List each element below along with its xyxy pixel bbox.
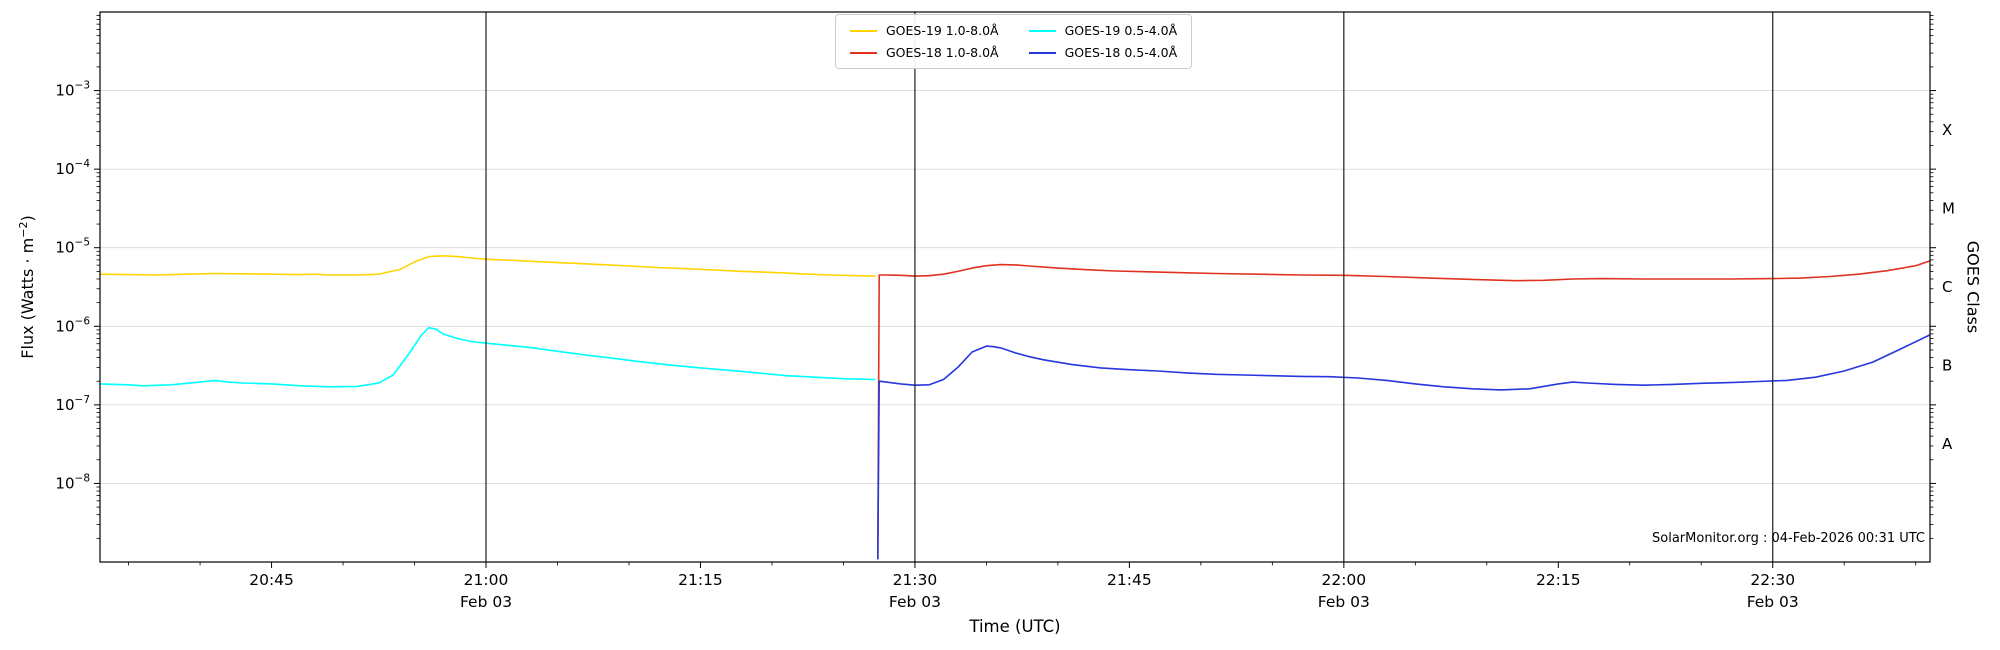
goes19-short-swatch-icon bbox=[1028, 29, 1056, 32]
axis-ticks bbox=[94, 15, 1936, 568]
svg-text:10−3: 10−3 bbox=[55, 80, 90, 100]
legend-item-goes18-short: GOES-18 0.5-4.0Å bbox=[1028, 45, 1178, 60]
goes18-short-swatch-icon bbox=[1028, 51, 1056, 54]
svg-text:10−6: 10−6 bbox=[55, 315, 90, 335]
legend-label: GOES-18 0.5-4.0Å bbox=[1064, 45, 1178, 60]
legend: GOES-19 1.0-8.0Å GOES-18 1.0-8.0Å GOES-1… bbox=[835, 14, 1193, 69]
svg-text:B: B bbox=[1942, 357, 1952, 375]
time-axis-title: Time (UTC) bbox=[969, 617, 1061, 636]
plot-frame bbox=[99, 11, 1931, 563]
svg-text:Feb 03: Feb 03 bbox=[1318, 593, 1370, 611]
svg-text:Feb 03: Feb 03 bbox=[1747, 593, 1799, 611]
svg-text:22:30: 22:30 bbox=[1750, 571, 1795, 589]
svg-text:21:15: 21:15 bbox=[678, 571, 723, 589]
svg-text:Feb 03: Feb 03 bbox=[889, 593, 941, 611]
svg-text:A: A bbox=[1942, 435, 1953, 453]
flux-axis-title-pre: Flux (Watts · m bbox=[18, 237, 38, 359]
legend-label: GOES-18 1.0-8.0Å bbox=[886, 45, 999, 60]
date-divider-lines bbox=[485, 12, 1774, 562]
legend-item-goes19-long: GOES-19 1.0-8.0Å bbox=[850, 23, 999, 38]
svg-text:22:00: 22:00 bbox=[1321, 571, 1366, 589]
svg-text:22:15: 22:15 bbox=[1536, 571, 1581, 589]
series-lines bbox=[100, 255, 1930, 560]
goes19-long-swatch-icon bbox=[850, 29, 877, 32]
axis-tick-labels: 10−3 10−4 10−5 10−6 10−7 10−8 20:45 21:00 Feb 03… bbox=[55, 80, 1955, 611]
svg-text:X: X bbox=[1942, 121, 1952, 139]
goes18-long-swatch-icon bbox=[850, 51, 877, 54]
svg-text:10−5: 10−5 bbox=[55, 237, 90, 257]
flux-axis-title-sup: −2 bbox=[16, 221, 30, 238]
svg-text:C: C bbox=[1942, 278, 1952, 296]
gridlines bbox=[100, 90, 1930, 484]
svg-text:10−4: 10−4 bbox=[55, 158, 90, 178]
svg-text:21:30: 21:30 bbox=[893, 571, 938, 589]
flux-axis-title: Flux (Watts · m−2) bbox=[17, 215, 37, 358]
svg-text:21:45: 21:45 bbox=[1107, 571, 1152, 589]
svg-text:10−8: 10−8 bbox=[55, 472, 90, 492]
svg-text:10−7: 10−7 bbox=[55, 394, 90, 414]
flux-axis-title-post: ) bbox=[18, 215, 38, 222]
watermark: SolarMonitor.org : 04-Feb-2026 00:31 UTC bbox=[1652, 531, 1925, 546]
svg-text:20:45: 20:45 bbox=[249, 571, 294, 589]
legend-item-goes18-long: GOES-18 1.0-8.0Å bbox=[850, 45, 999, 60]
goes-class-axis-title: GOES Class bbox=[1963, 240, 1983, 334]
svg-text:M: M bbox=[1942, 199, 1955, 217]
legend-item-goes19-short: GOES-19 0.5-4.0Å bbox=[1028, 23, 1178, 38]
svg-text:Feb 03: Feb 03 bbox=[460, 593, 512, 611]
legend-label: GOES-19 0.5-4.0Å bbox=[1064, 23, 1178, 38]
legend-label: GOES-19 1.0-8.0Å bbox=[886, 23, 999, 38]
svg-text:21:00: 21:00 bbox=[464, 571, 509, 589]
